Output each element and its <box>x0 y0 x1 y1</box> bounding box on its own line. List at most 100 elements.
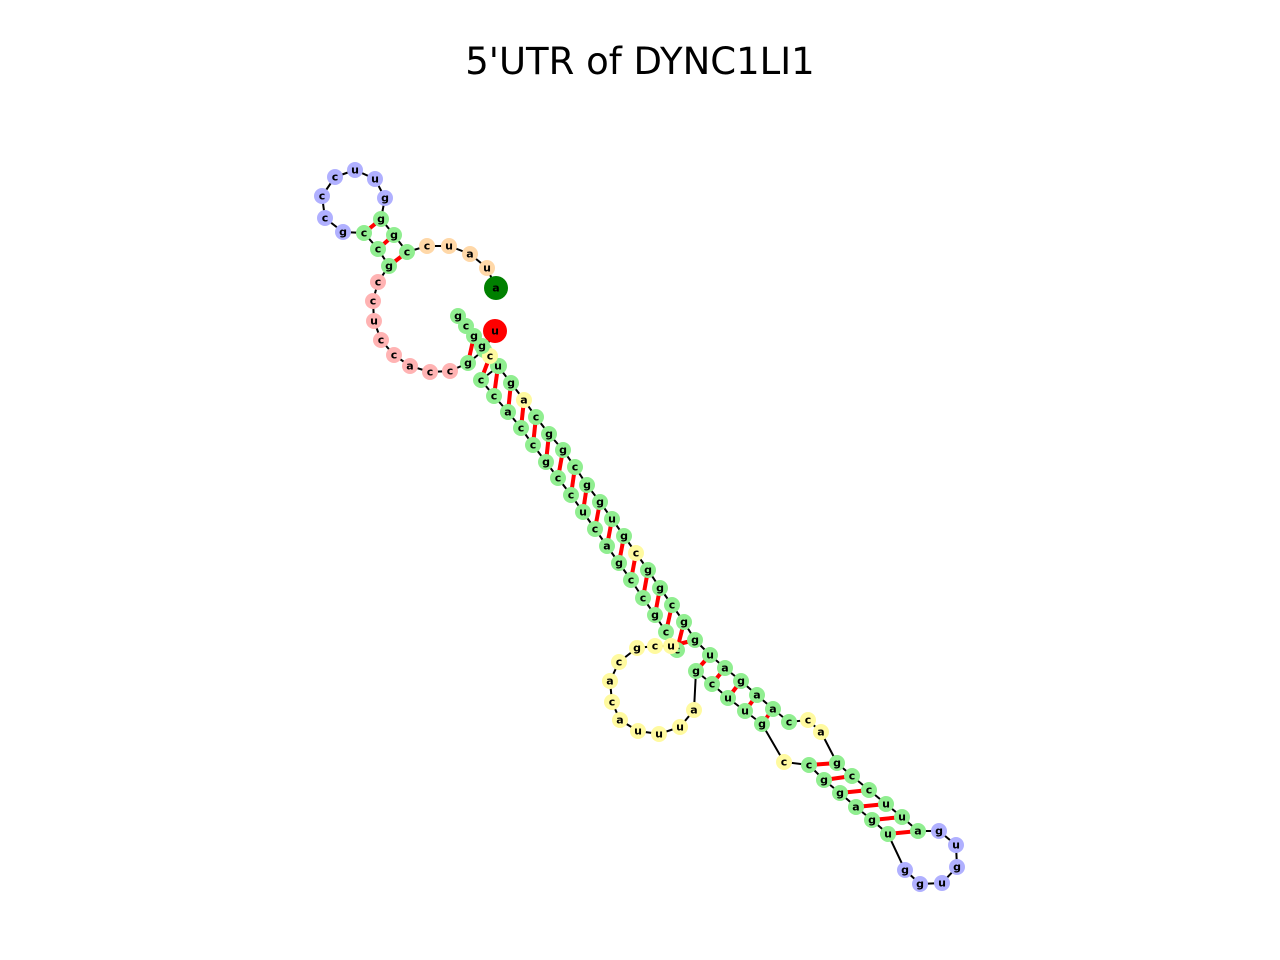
nucleotide-circle <box>347 162 363 178</box>
nucleotide-label: a <box>914 825 921 838</box>
nucleotide: c <box>370 241 386 257</box>
nucleotide-label: c <box>640 592 647 605</box>
nucleotide: c <box>422 364 438 380</box>
nucleotide: u <box>630 723 646 739</box>
nucleotide-circle <box>861 782 877 798</box>
nucleotide: c <box>776 754 792 770</box>
nucleotide-label: u <box>655 728 663 741</box>
nucleotide-circle <box>647 607 663 623</box>
nucleotide: u <box>575 504 591 520</box>
nucleotide-label: c <box>375 243 382 256</box>
nucleotide-label: a <box>606 675 613 688</box>
nucleotide: c <box>317 210 333 226</box>
nucleotide-circle <box>800 712 816 728</box>
nucleotide: c <box>704 676 720 692</box>
nucleotide-label: g <box>545 428 553 441</box>
nucleotide-circle <box>611 555 627 571</box>
nucleotide-circle <box>717 660 733 676</box>
nucleotide: a <box>599 538 615 554</box>
nucleotide-circle <box>664 597 680 613</box>
nucleotide: a <box>749 687 765 703</box>
nucleotide: g <box>555 442 571 458</box>
nucleotide-label: g <box>542 456 550 469</box>
nucleotide-circle <box>702 647 718 663</box>
nucleotide-label: u <box>491 325 499 338</box>
nucleotide-circle <box>749 687 765 703</box>
nucleotide-label: c <box>391 349 398 362</box>
nucleotide-label: c <box>375 276 382 289</box>
nucleotide-label: c <box>555 472 562 485</box>
nucleotide: g <box>592 494 608 510</box>
nucleotide-label: c <box>633 547 640 560</box>
backbone-layer <box>320 168 959 886</box>
nucleotide-label: u <box>371 173 379 186</box>
nucleotide-circle <box>473 372 489 388</box>
nucleotide-label: c <box>487 350 494 363</box>
nucleotide: c <box>365 293 381 309</box>
nucleotide: u <box>948 837 964 853</box>
nucleotide-label: g <box>464 357 472 370</box>
nucleotide-circle <box>567 459 583 475</box>
nucleotide: g <box>386 227 402 243</box>
nucleotide-label: g <box>381 192 389 205</box>
nucleotide: g <box>897 862 913 878</box>
nucleotide-circle <box>402 358 418 374</box>
nucleotide-circle <box>910 823 926 839</box>
nucleotide: u <box>347 162 363 178</box>
nucleotide-label: c <box>568 489 575 502</box>
nucleotide-label: g <box>633 642 641 655</box>
nucleotide-circle <box>367 171 383 187</box>
nucleotide: u <box>366 313 382 329</box>
nucleotide-label: a <box>690 704 697 717</box>
nucleotide-label: a <box>520 394 527 407</box>
nucleotide-circle <box>687 632 703 648</box>
nucleotide-circle <box>894 809 910 825</box>
nucleotide-label: g <box>507 377 515 390</box>
nucleotide-circle <box>704 676 720 692</box>
nucleotide-circle <box>377 190 393 206</box>
nucleotide-circle <box>829 755 845 771</box>
nucleotide-circle <box>623 572 639 588</box>
nucleotide: c <box>861 782 877 798</box>
nucleotide-circle <box>575 504 591 520</box>
nucleotide-circle <box>555 442 571 458</box>
nucleotide-circle <box>422 364 438 380</box>
nucleotide: u <box>894 809 910 825</box>
nucleotide-label: u <box>741 705 749 718</box>
nucleotide-circle <box>781 714 797 730</box>
nucleotide-label: c <box>319 190 326 203</box>
nucleotide-circle <box>801 757 817 773</box>
nucleotide: u <box>720 690 736 706</box>
base-pair-layer <box>362 217 919 836</box>
nucleotide-label: g <box>953 861 961 874</box>
nucleotide-label: g <box>833 757 841 770</box>
nucleotide: c <box>664 597 680 613</box>
nucleotide: a <box>516 392 532 408</box>
nucleotide-label: u <box>667 640 675 653</box>
nucleotide-label: u <box>634 725 642 738</box>
nucleotide-circle <box>663 638 679 654</box>
nucleotide-label: g <box>691 634 699 647</box>
nucleotide-circle <box>370 241 386 257</box>
nucleotide: a <box>612 712 628 728</box>
nucleotide: g <box>931 823 947 839</box>
nucleotide-label: g <box>868 814 876 827</box>
nucleotide: c <box>356 225 372 241</box>
nucleotide: g <box>816 772 832 788</box>
nucleotide-circle <box>462 246 478 262</box>
nucleotide-circle <box>450 308 466 324</box>
nucleotide: g <box>864 812 880 828</box>
nucleotide-label: g <box>377 213 385 226</box>
nucleotide-circle <box>635 590 651 606</box>
nucleotide: c <box>373 332 389 348</box>
nucleotide-circle <box>386 347 402 363</box>
nucleotide-circle <box>500 404 516 420</box>
nucleotide: c <box>658 624 674 640</box>
nucleotide-label: u <box>706 649 714 662</box>
nucleotide-label: c <box>533 411 540 424</box>
nucleotide-label: c <box>652 640 659 653</box>
nucleotide-label: g <box>559 444 567 457</box>
nucleotide: a <box>602 673 618 689</box>
nucleotide-circle <box>460 355 476 371</box>
